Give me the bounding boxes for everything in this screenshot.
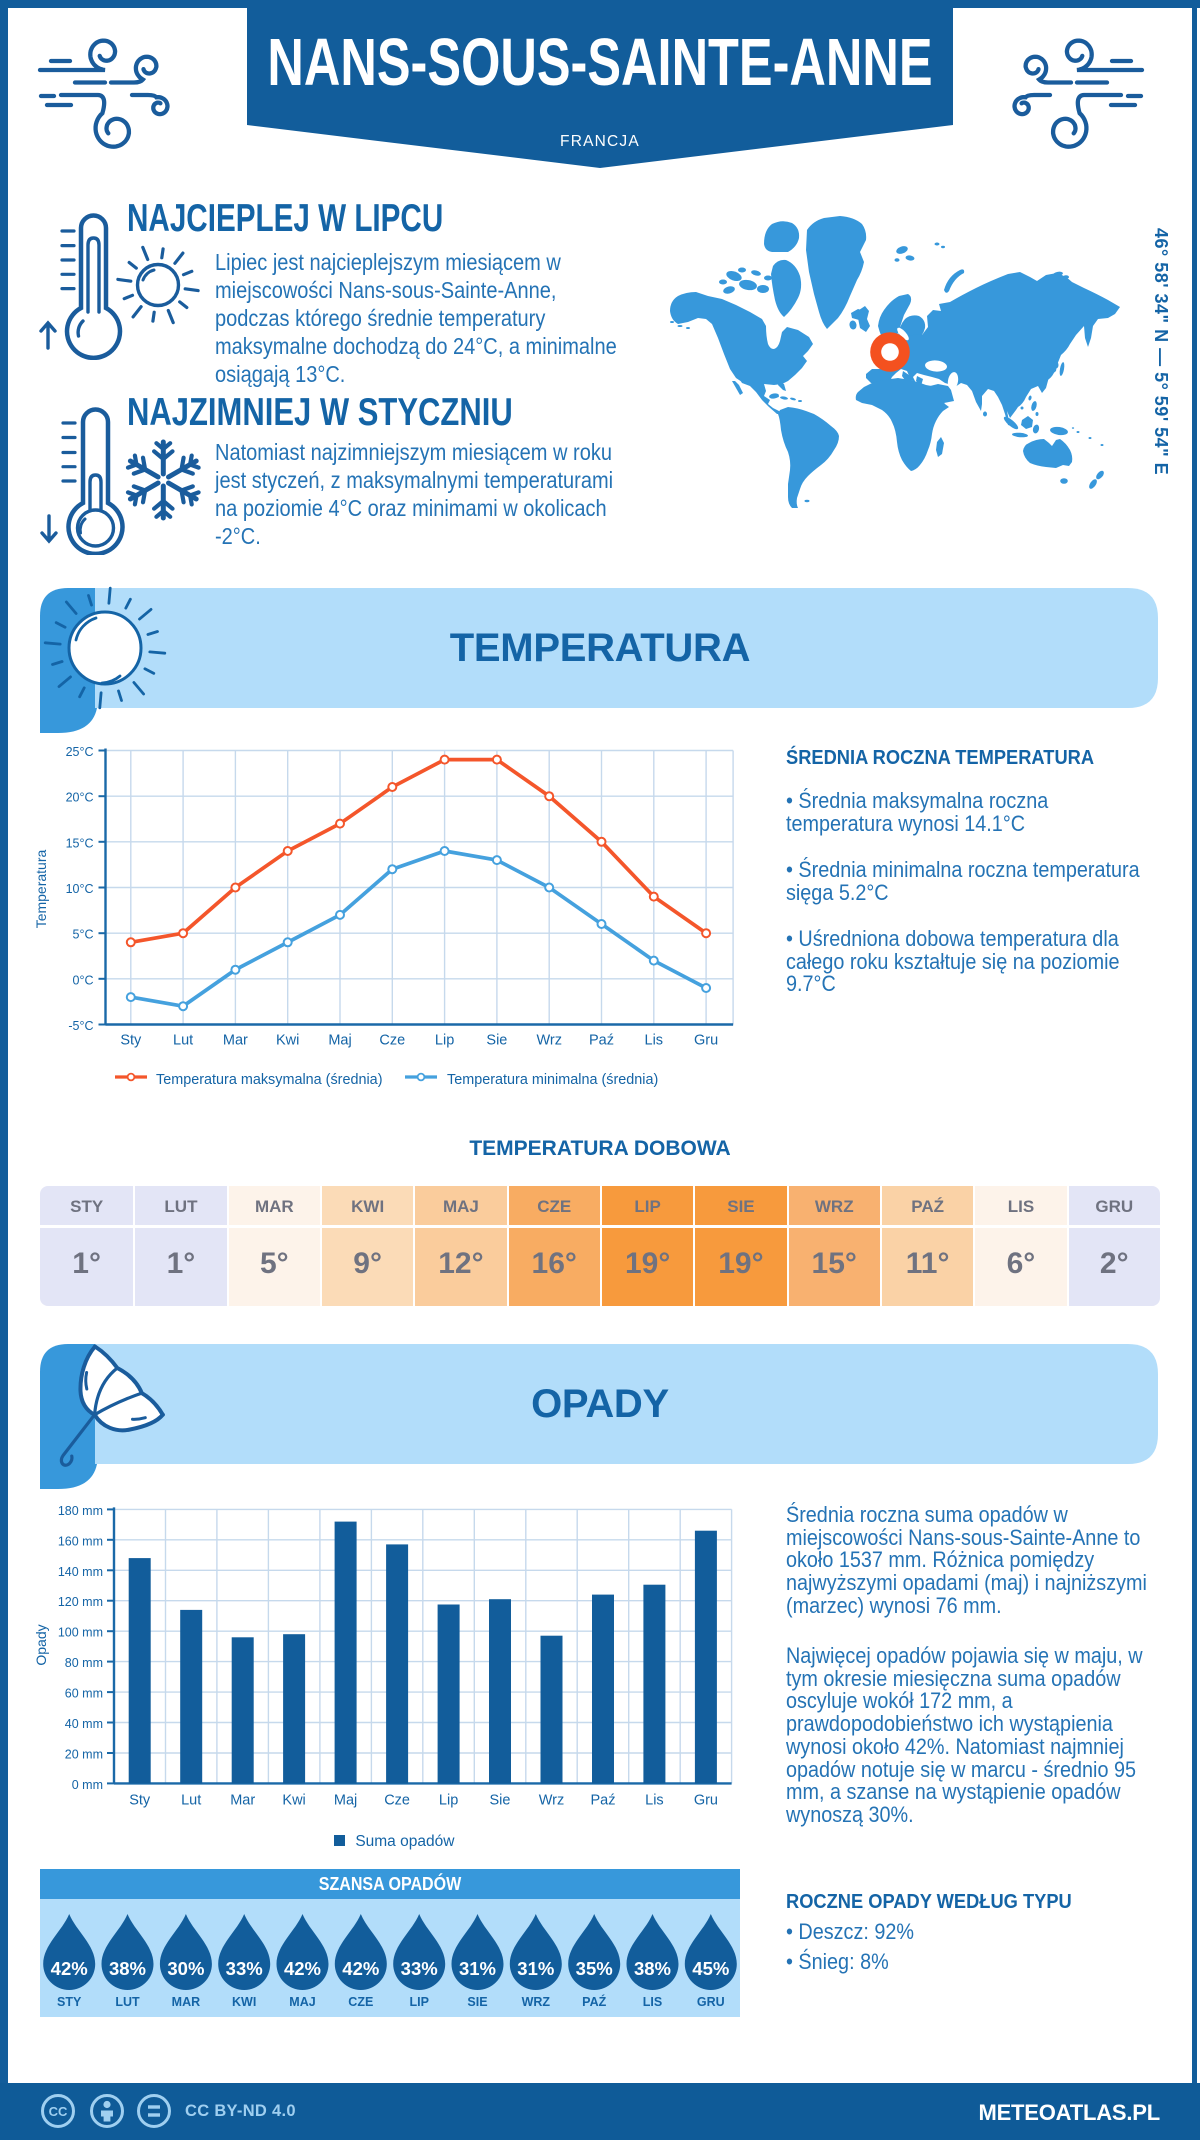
svg-text:PAŹ: PAŹ xyxy=(582,1994,606,2009)
svg-text:SIE: SIE xyxy=(467,1995,487,2009)
svg-text:Lut: Lut xyxy=(181,1793,201,1809)
svg-text:100 mm: 100 mm xyxy=(58,1626,103,1640)
svg-text:KWI: KWI xyxy=(232,1995,256,2009)
svg-text:42%: 42% xyxy=(284,1958,321,1979)
svg-text:31%: 31% xyxy=(459,1958,496,1979)
svg-text:45%: 45% xyxy=(692,1958,729,1979)
svg-text:15°C: 15°C xyxy=(66,836,94,850)
svg-text:Sie: Sie xyxy=(486,1033,507,1049)
svg-text:120 mm: 120 mm xyxy=(58,1595,103,1609)
svg-text:Wrz: Wrz xyxy=(536,1033,562,1049)
svg-text:Lis: Lis xyxy=(645,1793,664,1809)
svg-text:-5°C: -5°C xyxy=(68,1019,93,1033)
svg-text:Maj: Maj xyxy=(328,1033,351,1049)
svg-text:20°C: 20°C xyxy=(66,791,94,805)
svg-text:LIS: LIS xyxy=(643,1995,662,2009)
svg-text:0°C: 0°C xyxy=(73,973,94,987)
svg-text:Sie: Sie xyxy=(490,1793,511,1809)
svg-text:160 mm: 160 mm xyxy=(58,1534,103,1548)
svg-text:LIP: LIP xyxy=(409,1995,428,2009)
svg-text:Sty: Sty xyxy=(120,1033,142,1049)
svg-text:GRU: GRU xyxy=(697,1995,725,2009)
svg-text:Lis: Lis xyxy=(645,1033,664,1049)
svg-text:Cze: Cze xyxy=(384,1793,410,1809)
svg-text:Mar: Mar xyxy=(223,1033,248,1049)
svg-text:33%: 33% xyxy=(401,1958,438,1979)
svg-text:60 mm: 60 mm xyxy=(65,1687,103,1701)
svg-text:38%: 38% xyxy=(109,1958,146,1979)
svg-text:0 mm: 0 mm xyxy=(72,1778,103,1792)
svg-text:10°C: 10°C xyxy=(66,882,94,896)
svg-text:Lut: Lut xyxy=(173,1033,193,1049)
svg-text:MAR: MAR xyxy=(172,1995,200,2009)
svg-text:Kwi: Kwi xyxy=(276,1033,299,1049)
svg-text:180 mm: 180 mm xyxy=(58,1504,103,1518)
svg-text:Sty: Sty xyxy=(129,1793,151,1809)
svg-text:31%: 31% xyxy=(517,1958,554,1979)
svg-text:35%: 35% xyxy=(576,1958,613,1979)
svg-text:STY: STY xyxy=(57,1995,82,2009)
svg-text:Temperatura: Temperatura xyxy=(33,849,49,928)
svg-text:80 mm: 80 mm xyxy=(65,1656,103,1670)
svg-text:140 mm: 140 mm xyxy=(58,1565,103,1579)
svg-text:Mar: Mar xyxy=(230,1793,255,1809)
svg-text:42%: 42% xyxy=(342,1958,379,1979)
svg-text:Paź: Paź xyxy=(591,1793,616,1809)
svg-text:WRZ: WRZ xyxy=(522,1995,551,2009)
svg-text:30%: 30% xyxy=(167,1958,204,1979)
svg-text:MAJ: MAJ xyxy=(289,1995,315,2009)
svg-text:Lip: Lip xyxy=(439,1793,458,1809)
svg-text:Maj: Maj xyxy=(334,1793,357,1809)
svg-text:CZE: CZE xyxy=(348,1995,373,2009)
svg-text:42%: 42% xyxy=(51,1958,88,1979)
svg-text:40 mm: 40 mm xyxy=(65,1717,103,1731)
svg-text:Lip: Lip xyxy=(435,1033,454,1049)
svg-text:25°C: 25°C xyxy=(66,745,94,759)
svg-text:CC: CC xyxy=(49,2104,68,2119)
svg-text:LUT: LUT xyxy=(115,1995,140,2009)
svg-text:Kwi: Kwi xyxy=(282,1793,305,1809)
svg-text:Paź: Paź xyxy=(589,1033,614,1049)
svg-text:Wrz: Wrz xyxy=(539,1793,565,1809)
svg-text:38%: 38% xyxy=(634,1958,671,1979)
svg-text:Gru: Gru xyxy=(694,1033,718,1049)
svg-text:20 mm: 20 mm xyxy=(65,1748,103,1762)
svg-text:Cze: Cze xyxy=(379,1033,405,1049)
svg-text:Gru: Gru xyxy=(694,1793,718,1809)
svg-text:5°C: 5°C xyxy=(73,928,94,942)
svg-text:Opady: Opady xyxy=(33,1624,49,1665)
svg-text:33%: 33% xyxy=(226,1958,263,1979)
